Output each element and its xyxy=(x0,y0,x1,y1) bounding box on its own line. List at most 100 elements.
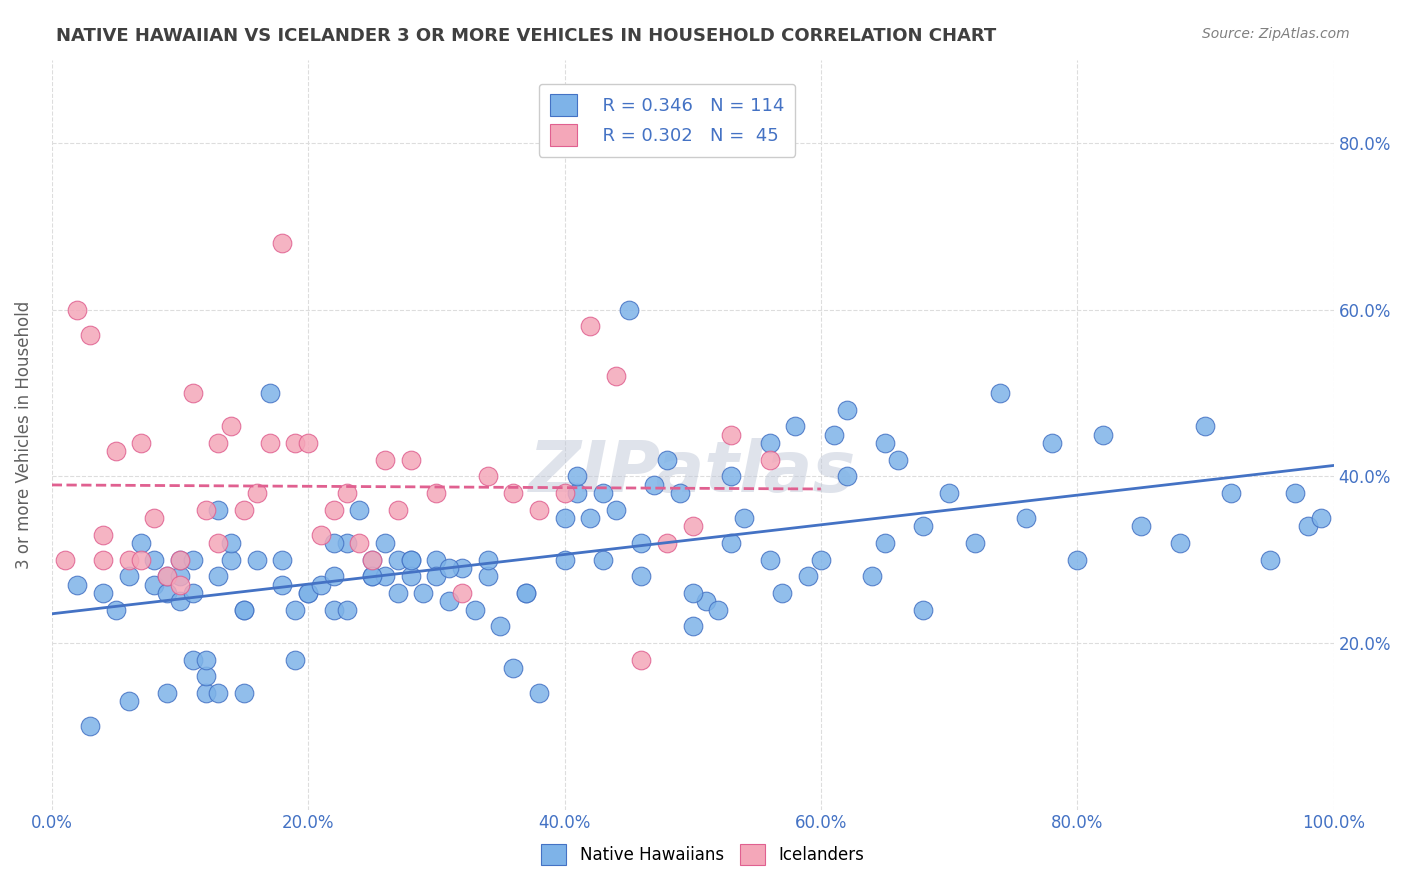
Point xyxy=(489,619,512,633)
Point xyxy=(682,619,704,633)
Point xyxy=(374,569,396,583)
Point xyxy=(181,586,204,600)
Point xyxy=(437,594,460,608)
Point xyxy=(887,452,910,467)
Point xyxy=(1130,519,1153,533)
Point xyxy=(233,686,256,700)
Point xyxy=(374,452,396,467)
Point xyxy=(988,385,1011,400)
Point xyxy=(322,502,344,516)
Point xyxy=(169,594,191,608)
Point xyxy=(104,602,127,616)
Point xyxy=(860,569,883,583)
Point xyxy=(387,552,409,566)
Point xyxy=(630,536,652,550)
Point xyxy=(873,436,896,450)
Point xyxy=(823,427,845,442)
Point xyxy=(669,486,692,500)
Point xyxy=(336,536,359,550)
Point xyxy=(169,552,191,566)
Point xyxy=(387,502,409,516)
Point xyxy=(194,669,217,683)
Point xyxy=(451,561,474,575)
Point xyxy=(169,552,191,566)
Point xyxy=(297,586,319,600)
Point xyxy=(194,502,217,516)
Point xyxy=(912,602,935,616)
Point xyxy=(194,686,217,700)
Point xyxy=(515,586,537,600)
Point xyxy=(437,561,460,575)
Point xyxy=(592,552,614,566)
Point xyxy=(682,519,704,533)
Point xyxy=(118,694,141,708)
Point xyxy=(219,536,242,550)
Point xyxy=(349,536,371,550)
Point xyxy=(246,486,269,500)
Point xyxy=(912,519,935,533)
Point xyxy=(1284,486,1306,500)
Point xyxy=(553,486,575,500)
Point xyxy=(118,552,141,566)
Point xyxy=(1194,419,1216,434)
Point xyxy=(207,502,229,516)
Point xyxy=(91,586,114,600)
Point xyxy=(963,536,986,550)
Point xyxy=(181,652,204,666)
Point xyxy=(374,536,396,550)
Point xyxy=(91,527,114,541)
Point xyxy=(284,652,307,666)
Point xyxy=(553,511,575,525)
Point xyxy=(655,536,678,550)
Point xyxy=(156,569,179,583)
Point xyxy=(412,586,434,600)
Point xyxy=(527,502,550,516)
Point xyxy=(284,436,307,450)
Point xyxy=(477,569,499,583)
Point xyxy=(810,552,832,566)
Point xyxy=(643,477,665,491)
Text: NATIVE HAWAIIAN VS ICELANDER 3 OR MORE VEHICLES IN HOUSEHOLD CORRELATION CHART: NATIVE HAWAIIAN VS ICELANDER 3 OR MORE V… xyxy=(56,27,997,45)
Point xyxy=(399,452,422,467)
Point xyxy=(233,602,256,616)
Point xyxy=(66,302,89,317)
Point xyxy=(322,602,344,616)
Point xyxy=(131,536,153,550)
Point xyxy=(477,469,499,483)
Point xyxy=(194,652,217,666)
Point xyxy=(785,419,807,434)
Point xyxy=(464,602,486,616)
Point xyxy=(1015,511,1038,525)
Point xyxy=(259,385,281,400)
Point xyxy=(91,552,114,566)
Point xyxy=(53,552,76,566)
Point xyxy=(361,552,384,566)
Point xyxy=(219,419,242,434)
Point xyxy=(399,552,422,566)
Point xyxy=(1091,427,1114,442)
Point xyxy=(720,427,742,442)
Point xyxy=(399,569,422,583)
Text: Source: ZipAtlas.com: Source: ZipAtlas.com xyxy=(1202,27,1350,41)
Point xyxy=(592,486,614,500)
Point xyxy=(617,302,640,317)
Point xyxy=(156,686,179,700)
Point xyxy=(835,469,858,483)
Point xyxy=(361,569,384,583)
Point xyxy=(502,661,524,675)
Point xyxy=(143,552,166,566)
Point xyxy=(297,586,319,600)
Point xyxy=(156,569,179,583)
Point xyxy=(143,577,166,591)
Point xyxy=(79,719,101,733)
Point xyxy=(682,586,704,600)
Point xyxy=(425,552,447,566)
Point xyxy=(515,586,537,600)
Point xyxy=(219,552,242,566)
Point xyxy=(720,536,742,550)
Point xyxy=(733,511,755,525)
Point xyxy=(336,486,359,500)
Point xyxy=(477,552,499,566)
Point xyxy=(104,444,127,458)
Point xyxy=(567,486,589,500)
